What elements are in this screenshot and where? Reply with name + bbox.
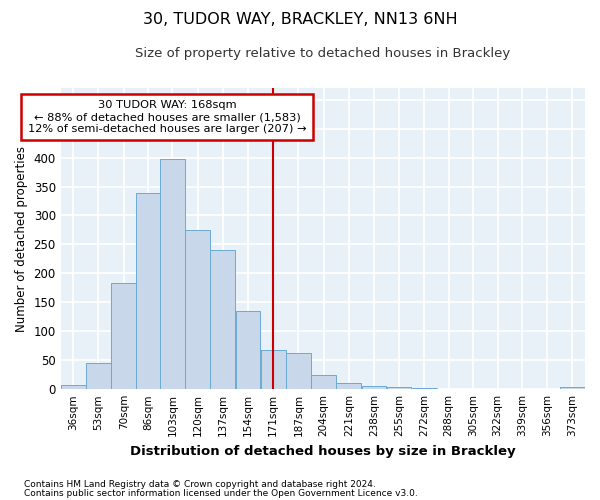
Bar	[461, 388, 485, 389]
Bar	[185, 230, 210, 389]
Bar	[136, 194, 161, 389]
Text: Contains public sector information licensed under the Open Government Licence v3: Contains public sector information licen…	[24, 488, 418, 498]
X-axis label: Distribution of detached houses by size in Brackley: Distribution of detached houses by size …	[130, 444, 515, 458]
Bar	[311, 374, 336, 389]
Bar	[61, 384, 86, 389]
Bar	[337, 383, 361, 389]
Text: 30, TUDOR WAY, BRACKLEY, NN13 6NH: 30, TUDOR WAY, BRACKLEY, NN13 6NH	[143, 12, 457, 28]
Bar	[560, 387, 585, 389]
Bar	[86, 362, 111, 389]
Bar	[261, 350, 286, 389]
Y-axis label: Number of detached properties: Number of detached properties	[15, 146, 28, 332]
Title: Size of property relative to detached houses in Brackley: Size of property relative to detached ho…	[135, 48, 511, 60]
Bar	[387, 388, 412, 389]
Text: Contains HM Land Registry data © Crown copyright and database right 2024.: Contains HM Land Registry data © Crown c…	[24, 480, 376, 489]
Bar	[362, 386, 386, 389]
Bar	[160, 160, 185, 389]
Bar	[437, 388, 462, 389]
Bar	[236, 311, 260, 389]
Bar	[412, 388, 437, 389]
Bar	[211, 250, 235, 389]
Text: 30 TUDOR WAY: 168sqm
← 88% of detached houses are smaller (1,583)
12% of semi-de: 30 TUDOR WAY: 168sqm ← 88% of detached h…	[28, 100, 306, 134]
Bar	[286, 354, 311, 389]
Bar	[111, 282, 136, 389]
